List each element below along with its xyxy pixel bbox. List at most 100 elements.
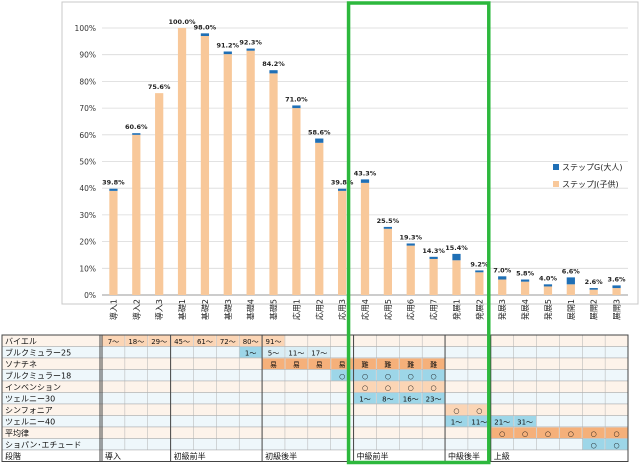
- data-label: 25.5%: [377, 217, 400, 225]
- cell-text: 18〜: [128, 338, 144, 346]
- bar-adult: [269, 70, 278, 74]
- table-cell: [354, 370, 376, 381]
- x-tick-label: 応用5: [383, 299, 393, 320]
- data-label: 6.6%: [562, 267, 581, 275]
- x-tick-label: 基礎3: [223, 299, 233, 320]
- x-tick-label: 導入3: [154, 299, 164, 320]
- bar-child: [246, 50, 255, 295]
- bar-child: [566, 284, 575, 295]
- row-label: ソナチネ: [5, 360, 37, 369]
- data-label: 60.6%: [125, 123, 148, 131]
- cell-text: ○: [453, 407, 459, 415]
- bar-adult: [520, 279, 530, 282]
- x-tick-label: 発展4: [521, 299, 530, 320]
- x-tick-label: 応用3: [337, 299, 347, 320]
- cell-text: ○: [362, 373, 368, 381]
- cell-text: 45〜: [174, 338, 190, 346]
- cell-text: ○: [339, 373, 345, 381]
- data-label: 2.6%: [585, 278, 604, 286]
- stage-row: [1, 449, 629, 462]
- cell-text: ○: [408, 373, 414, 381]
- cell-text: ○: [591, 430, 597, 438]
- cell-text: 29〜: [151, 338, 167, 346]
- cell-text: 16〜: [403, 396, 419, 404]
- table-cell: [468, 416, 491, 427]
- data-label: 43.3%: [354, 169, 377, 177]
- data-label: 15.4%: [445, 244, 468, 252]
- table-cell: [308, 347, 331, 358]
- stage-label: 中級前半: [357, 451, 389, 461]
- cell-text: 易: [293, 361, 300, 369]
- bar-child: [200, 36, 210, 295]
- cell-text: ○: [545, 430, 551, 438]
- table-cell: [445, 416, 468, 427]
- table-cell: [422, 370, 445, 381]
- stage-label: 導入: [105, 451, 121, 461]
- highlight-frame: [346, 1, 491, 465]
- data-label: 3.6%: [608, 275, 627, 283]
- data-label: 5.8%: [516, 270, 535, 278]
- bar-child: [406, 245, 415, 295]
- table-cell: [354, 381, 376, 392]
- table-row: [1, 438, 629, 451]
- table-cell: [582, 439, 605, 450]
- table-cell: [262, 358, 285, 369]
- x-tick-label: 応用2: [314, 299, 324, 320]
- cell-text: 1〜: [359, 396, 370, 404]
- cell-text: ○: [476, 407, 482, 415]
- cell-text: 1〜: [245, 350, 256, 358]
- cell-text: 難: [384, 360, 391, 369]
- bar-adult: [452, 253, 461, 261]
- table-cell: [376, 393, 399, 404]
- data-label: 39.8%: [331, 179, 354, 187]
- cell-text: ○: [614, 442, 620, 450]
- table-cell: [285, 358, 308, 369]
- row-label: ブルクミュラー18: [5, 371, 71, 381]
- bar-adult: [612, 285, 621, 289]
- bar-adult: [338, 188, 347, 191]
- legend-label-adult: ステップG(大人): [562, 162, 622, 172]
- bar-child: [612, 288, 621, 295]
- table-row: [1, 392, 629, 405]
- bar-adult: [498, 276, 507, 280]
- stage-row-label: 段階: [5, 451, 21, 461]
- x-tick-label: 基礎2: [200, 299, 210, 320]
- y-tick-label: 0%: [84, 291, 96, 300]
- cell-text: 61〜: [197, 338, 213, 346]
- cell-text: ○: [431, 384, 437, 392]
- cell-text: 易: [316, 361, 323, 369]
- bar-adult: [109, 188, 118, 191]
- row-label: バイエル: [5, 337, 37, 346]
- y-tick-label: 20%: [79, 238, 96, 247]
- cell-text: 難: [430, 360, 437, 369]
- cell-text: ○: [591, 442, 597, 450]
- table-row: [1, 334, 629, 347]
- table-cell: [582, 427, 605, 438]
- data-label: 75.6%: [148, 83, 171, 91]
- data-label: 19.3%: [399, 233, 422, 241]
- row-label: ショパン･エチュード: [5, 441, 81, 450]
- table-cell: [422, 393, 445, 404]
- legend-swatch-adult: [553, 164, 559, 170]
- x-tick-label: 導入1: [108, 299, 118, 320]
- table-cell: [125, 335, 148, 346]
- y-tick-label: 30%: [79, 211, 96, 220]
- y-tick-label: 60%: [79, 131, 96, 140]
- x-tick-label: 基礎1: [177, 299, 187, 320]
- bar-child: [223, 54, 232, 295]
- table-cell: [354, 393, 376, 404]
- bar-child: [498, 279, 507, 295]
- cell-text: 23〜: [426, 396, 442, 404]
- table-cell: [262, 335, 285, 346]
- bar-adult: [543, 284, 553, 287]
- cell-text: ○: [385, 384, 391, 392]
- data-label: 39.8%: [102, 179, 125, 187]
- cell-text: ○: [522, 430, 528, 438]
- x-tick-label: 基礎4: [246, 299, 256, 320]
- table-row: [1, 369, 629, 382]
- table-cell: [376, 358, 399, 369]
- x-tick-label: 応用6: [406, 299, 416, 320]
- table-cell: [148, 335, 171, 346]
- row-label: シンフォニア: [5, 406, 53, 415]
